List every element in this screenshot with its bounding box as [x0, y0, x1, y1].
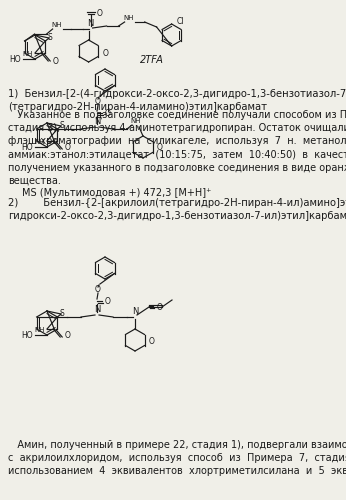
Text: O: O [95, 98, 101, 106]
Text: O: O [95, 286, 101, 294]
Text: HO: HO [21, 142, 33, 152]
Text: MS (Мультимодовая +) 472,3 [M+H]⁺: MS (Мультимодовая +) 472,3 [M+H]⁺ [22, 188, 211, 198]
Text: NH: NH [124, 15, 134, 21]
Text: O: O [52, 56, 58, 66]
Text: Cl: Cl [176, 18, 184, 26]
Text: N: N [132, 307, 138, 316]
Text: S: S [60, 122, 64, 130]
Text: O: O [97, 8, 102, 18]
Text: NH: NH [22, 51, 33, 57]
Text: O: O [105, 296, 111, 306]
Text: O: O [103, 48, 109, 58]
Text: O: O [149, 336, 155, 345]
Text: HO: HO [21, 330, 33, 340]
Text: 2)        Бензил-{2-[акрилоил(тетрагидро-2H-пиран-4-ил)амино]этил}[2-(4-
гидрокс: 2) Бензил-{2-[акрилоил(тетрагидро-2H-пир… [8, 198, 346, 221]
Text: NH: NH [35, 139, 45, 145]
Text: S: S [60, 310, 64, 318]
Text: Указанное в подзаголовке соединение получали способом из Примера 1,
стадия 3), и: Указанное в подзаголовке соединение полу… [8, 110, 346, 186]
Text: NH: NH [35, 327, 45, 333]
Text: O: O [64, 332, 70, 340]
Text: O: O [157, 302, 163, 312]
Text: Амин, полученный в примере 22, стадия 1), подвергали взаимодействию
с  акрилоилх: Амин, полученный в примере 22, стадия 1)… [8, 440, 346, 476]
Text: O: O [105, 108, 111, 118]
Text: N: N [94, 117, 100, 126]
Text: HO: HO [9, 54, 21, 64]
Text: O: O [64, 144, 70, 152]
Text: N: N [88, 19, 94, 28]
Text: NH: NH [51, 22, 62, 28]
Text: S: S [48, 34, 52, 42]
Text: O: O [157, 144, 163, 152]
Text: 1)  Бензил-[2-(4-гидрокси-2-оксо-2,3-дигидро-1,3-бензотиазол-7-ил)этил][2-
(тетр: 1) Бензил-[2-(4-гидрокси-2-оксо-2,3-диги… [8, 89, 346, 112]
Text: NH: NH [131, 118, 141, 124]
Text: 2TFA: 2TFA [140, 55, 164, 65]
Text: N: N [94, 305, 100, 314]
